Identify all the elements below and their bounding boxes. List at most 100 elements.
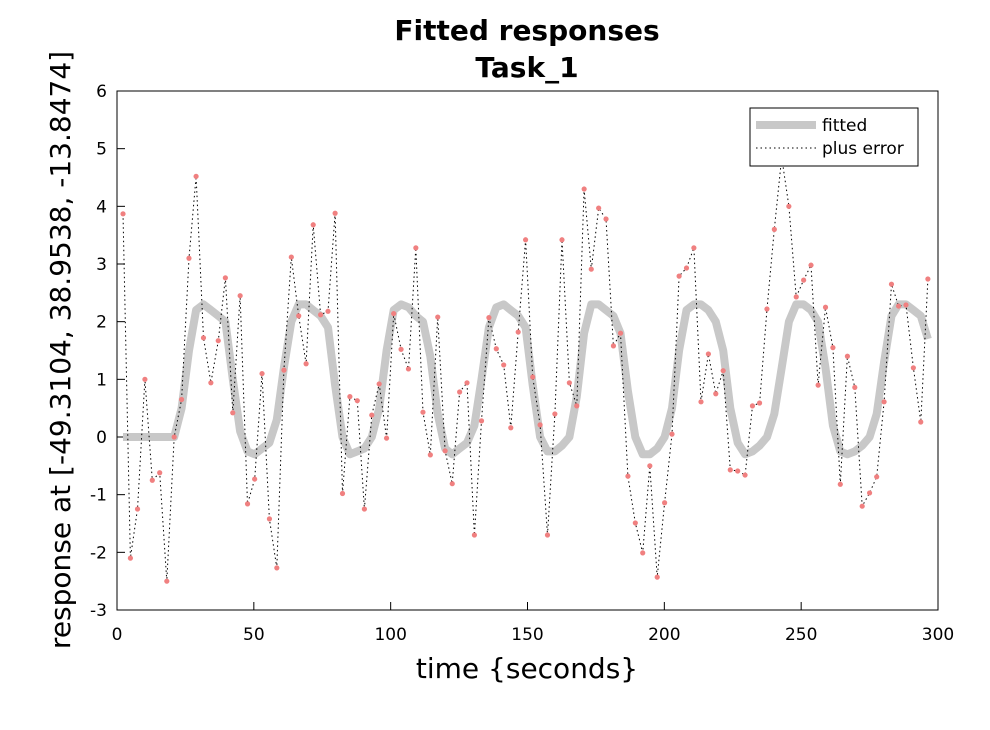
data-point (149, 477, 155, 483)
data-point (208, 380, 214, 386)
data-point (237, 293, 243, 299)
data-point (786, 203, 792, 209)
data-point (808, 262, 814, 268)
data-point (508, 425, 514, 431)
data-point (603, 216, 609, 222)
data-point (815, 382, 821, 388)
data-point (347, 394, 353, 400)
data-point (705, 351, 711, 357)
data-point (588, 266, 594, 272)
data-point (669, 431, 675, 437)
data-point (259, 370, 265, 377)
series-line (123, 300, 932, 459)
data-point (830, 345, 836, 351)
data-point (683, 265, 690, 271)
data-point (398, 346, 404, 352)
data-point (332, 210, 338, 216)
data-point (756, 400, 763, 406)
data-point (771, 226, 777, 232)
data-point (925, 276, 931, 282)
data-point (713, 391, 719, 397)
data-point (654, 574, 660, 580)
data-point (888, 281, 895, 287)
data-point (559, 237, 565, 243)
data-point (369, 412, 375, 418)
data-point (764, 306, 770, 312)
data-point (574, 403, 580, 409)
data-point (471, 532, 478, 538)
data-point (354, 398, 360, 404)
chart-title: Fitted responses (394, 14, 659, 47)
data-point (632, 520, 638, 526)
data-point (720, 368, 726, 374)
x-tick-label: 200 (648, 625, 680, 645)
x-tick-label: 300 (922, 625, 954, 645)
data-point (457, 389, 463, 395)
data-point (215, 338, 221, 344)
data-point (552, 411, 558, 417)
data-point (361, 506, 367, 512)
data-point (391, 310, 397, 317)
y-tick-label: 6 (96, 82, 107, 102)
data-point (501, 362, 507, 368)
data-point (376, 381, 382, 387)
data-point (866, 490, 873, 496)
data-point (537, 422, 543, 428)
data-point (478, 418, 485, 424)
data-point (310, 222, 316, 228)
data-point (530, 374, 536, 380)
x-axis-label: time {seconds} (416, 652, 638, 685)
data-point (274, 565, 280, 571)
data-point (420, 409, 426, 415)
data-point (662, 500, 668, 506)
data-point (749, 403, 756, 409)
data-point (186, 255, 192, 261)
data-point (874, 474, 880, 480)
data-point (200, 335, 207, 341)
data-point (442, 448, 448, 454)
data-point (859, 503, 865, 509)
x-tick-label: 100 (374, 625, 406, 645)
data-point (193, 173, 199, 179)
data-point (134, 506, 141, 512)
data-point (405, 366, 412, 372)
data-point (142, 376, 148, 382)
data-point (244, 501, 251, 507)
data-point (281, 367, 287, 373)
data-point (844, 353, 851, 359)
data-point (910, 365, 916, 371)
x-tick-label: 0 (112, 625, 123, 645)
x-tick-label: 150 (511, 625, 543, 645)
data-point (852, 384, 858, 391)
data-point (801, 277, 807, 283)
data-point (617, 330, 624, 336)
data-point (164, 578, 170, 584)
y-tick-label: -3 (90, 601, 107, 621)
data-point (296, 313, 302, 319)
y-tick-label: 4 (96, 197, 107, 217)
data-point (581, 186, 587, 192)
data-point (222, 275, 228, 281)
data-point (266, 516, 273, 522)
data-point (413, 245, 419, 251)
data-point (449, 481, 455, 487)
legend-label: fitted (822, 116, 867, 136)
data-point (735, 468, 741, 474)
data-point (566, 380, 572, 386)
y-tick-label: 2 (96, 313, 107, 333)
data-point (596, 205, 602, 211)
data-point (515, 329, 521, 335)
data-point (171, 434, 177, 440)
data-point (383, 435, 390, 441)
data-point (303, 361, 309, 367)
data-point (903, 302, 909, 308)
data-point (610, 343, 617, 349)
y-tick-label: 5 (96, 140, 107, 160)
data-point (178, 396, 185, 403)
data-point (486, 315, 492, 321)
chart-subtitle: Task_1 (475, 51, 578, 84)
y-tick-label: -1 (90, 486, 107, 506)
data-point (625, 473, 631, 479)
